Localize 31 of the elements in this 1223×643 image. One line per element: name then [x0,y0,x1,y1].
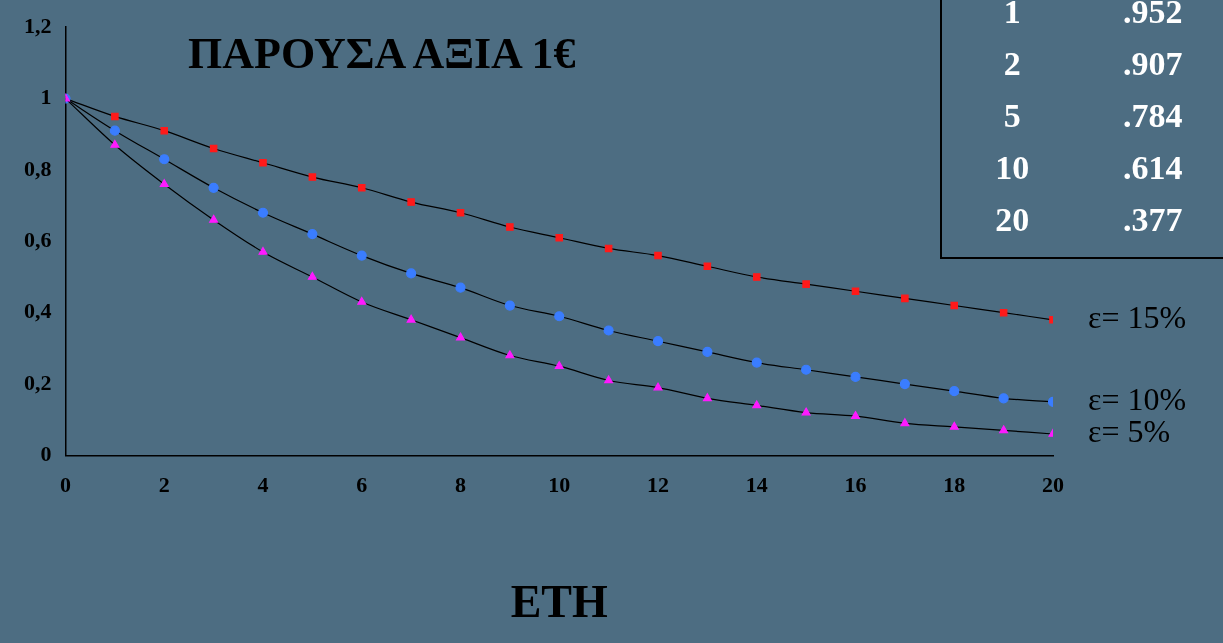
annotation: 1 [1002,0,1022,32]
y-tick-label: 0,2 [24,369,52,395]
x-tick-label: 18 [943,472,966,498]
y-tick-label: 0,4 [24,298,52,324]
x-tick-label: 2 [158,472,170,498]
y-tick-label: 1,2 [24,12,52,38]
annotation: 10 [994,148,1031,188]
x-tick-label: 12 [647,472,669,498]
x-axis-title: ΕΤΗ [510,576,609,628]
text: .952 [1122,0,1184,32]
x-tick-label: 20 [1042,472,1064,498]
y-tick-label: 0,8 [24,155,52,181]
chart-title: ΠΑΡΟΥΣΑ ΑΞΙΑ 1€ [188,28,576,79]
text: .907 [1122,44,1184,84]
y-tick-label: 1 [40,84,52,110]
x-tick-label: 14 [745,472,768,498]
x-tick-label: 10 [548,472,571,498]
annotation: 5 [1002,96,1022,136]
annotation: 20 [994,200,1031,240]
y-tick-label: 0 [40,441,52,467]
series-label: ε= 15% [1088,299,1187,336]
x-tick-label: 16 [844,472,867,498]
x-tick-label: 4 [257,472,269,498]
x-tick-label: 8 [455,472,466,498]
text: .614 [1122,148,1184,188]
text: .377 [1122,200,1184,240]
text: .784 [1122,96,1184,136]
x-tick-label: 6 [356,472,368,498]
y-tick-label: 0,6 [24,226,52,252]
x-tick-label: 0 [60,472,71,498]
annotation: 2 [1002,44,1022,84]
